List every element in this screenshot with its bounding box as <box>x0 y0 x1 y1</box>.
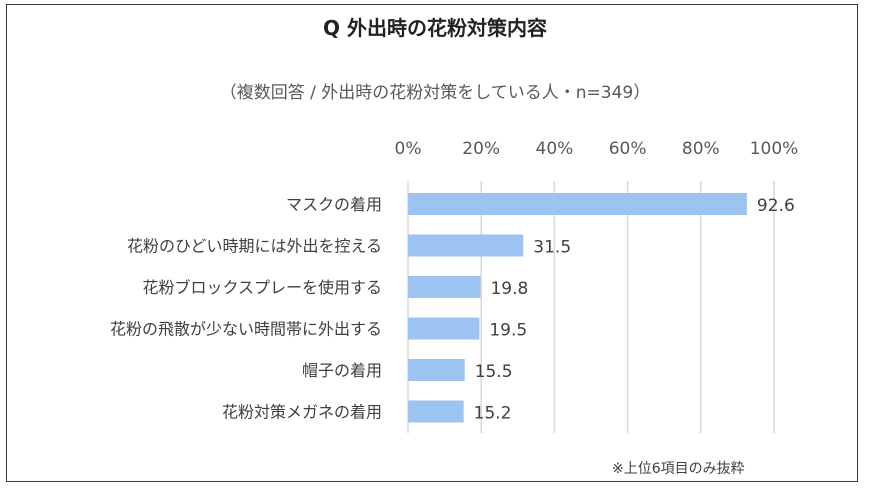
x-tick-label: 60% <box>609 139 647 159</box>
x-tick-label: 0% <box>395 139 422 159</box>
bars <box>408 193 747 423</box>
value-label: 31.5 <box>533 238 571 258</box>
bar <box>408 193 747 215</box>
x-tick-label: 100% <box>750 139 799 159</box>
x-tick-label: 80% <box>682 139 720 159</box>
value-label: 15.2 <box>474 404 512 424</box>
category-label: 帽子の着用 <box>302 361 382 380</box>
value-label: 92.6 <box>757 196 795 216</box>
x-tick-label: 20% <box>462 139 500 159</box>
category-labels: マスクの着用花粉のひどい時期には外出を控える花粉ブロックスプレーを使用する花粉の… <box>110 195 382 422</box>
x-tick-labels: 0% 20% 40% 60% 80% 100% <box>395 139 799 159</box>
footnote: ※上位6項目のみ抜粋 <box>612 461 745 477</box>
grid-lines <box>407 181 775 433</box>
category-label: 花粉のひどい時期には外出を控える <box>127 237 382 256</box>
bar <box>408 400 464 423</box>
bar <box>408 359 465 381</box>
category-label: 花粉の飛散が少ない時間帯に外出する <box>110 320 382 339</box>
chart-subtitle: （複数回答 / 外出時の花粉対策をしている人・n=349） <box>219 83 651 103</box>
bar <box>408 234 524 257</box>
chart-title: Q 外出時の花粉対策内容 <box>323 16 547 40</box>
value-labels: 92.6 31.5 19.8 19.5 15.5 15.2 <box>474 196 795 424</box>
category-label: マスクの着用 <box>286 195 382 214</box>
bar <box>408 317 480 340</box>
value-label: 19.5 <box>489 321 527 341</box>
category-label: 花粉ブロックスプレーを使用する <box>142 278 382 297</box>
bar <box>408 276 481 298</box>
category-label: 花粉対策メガネの着用 <box>222 403 382 422</box>
value-label: 15.5 <box>475 362 513 382</box>
value-label: 19.8 <box>490 279 528 299</box>
x-tick-label: 40% <box>536 139 574 159</box>
